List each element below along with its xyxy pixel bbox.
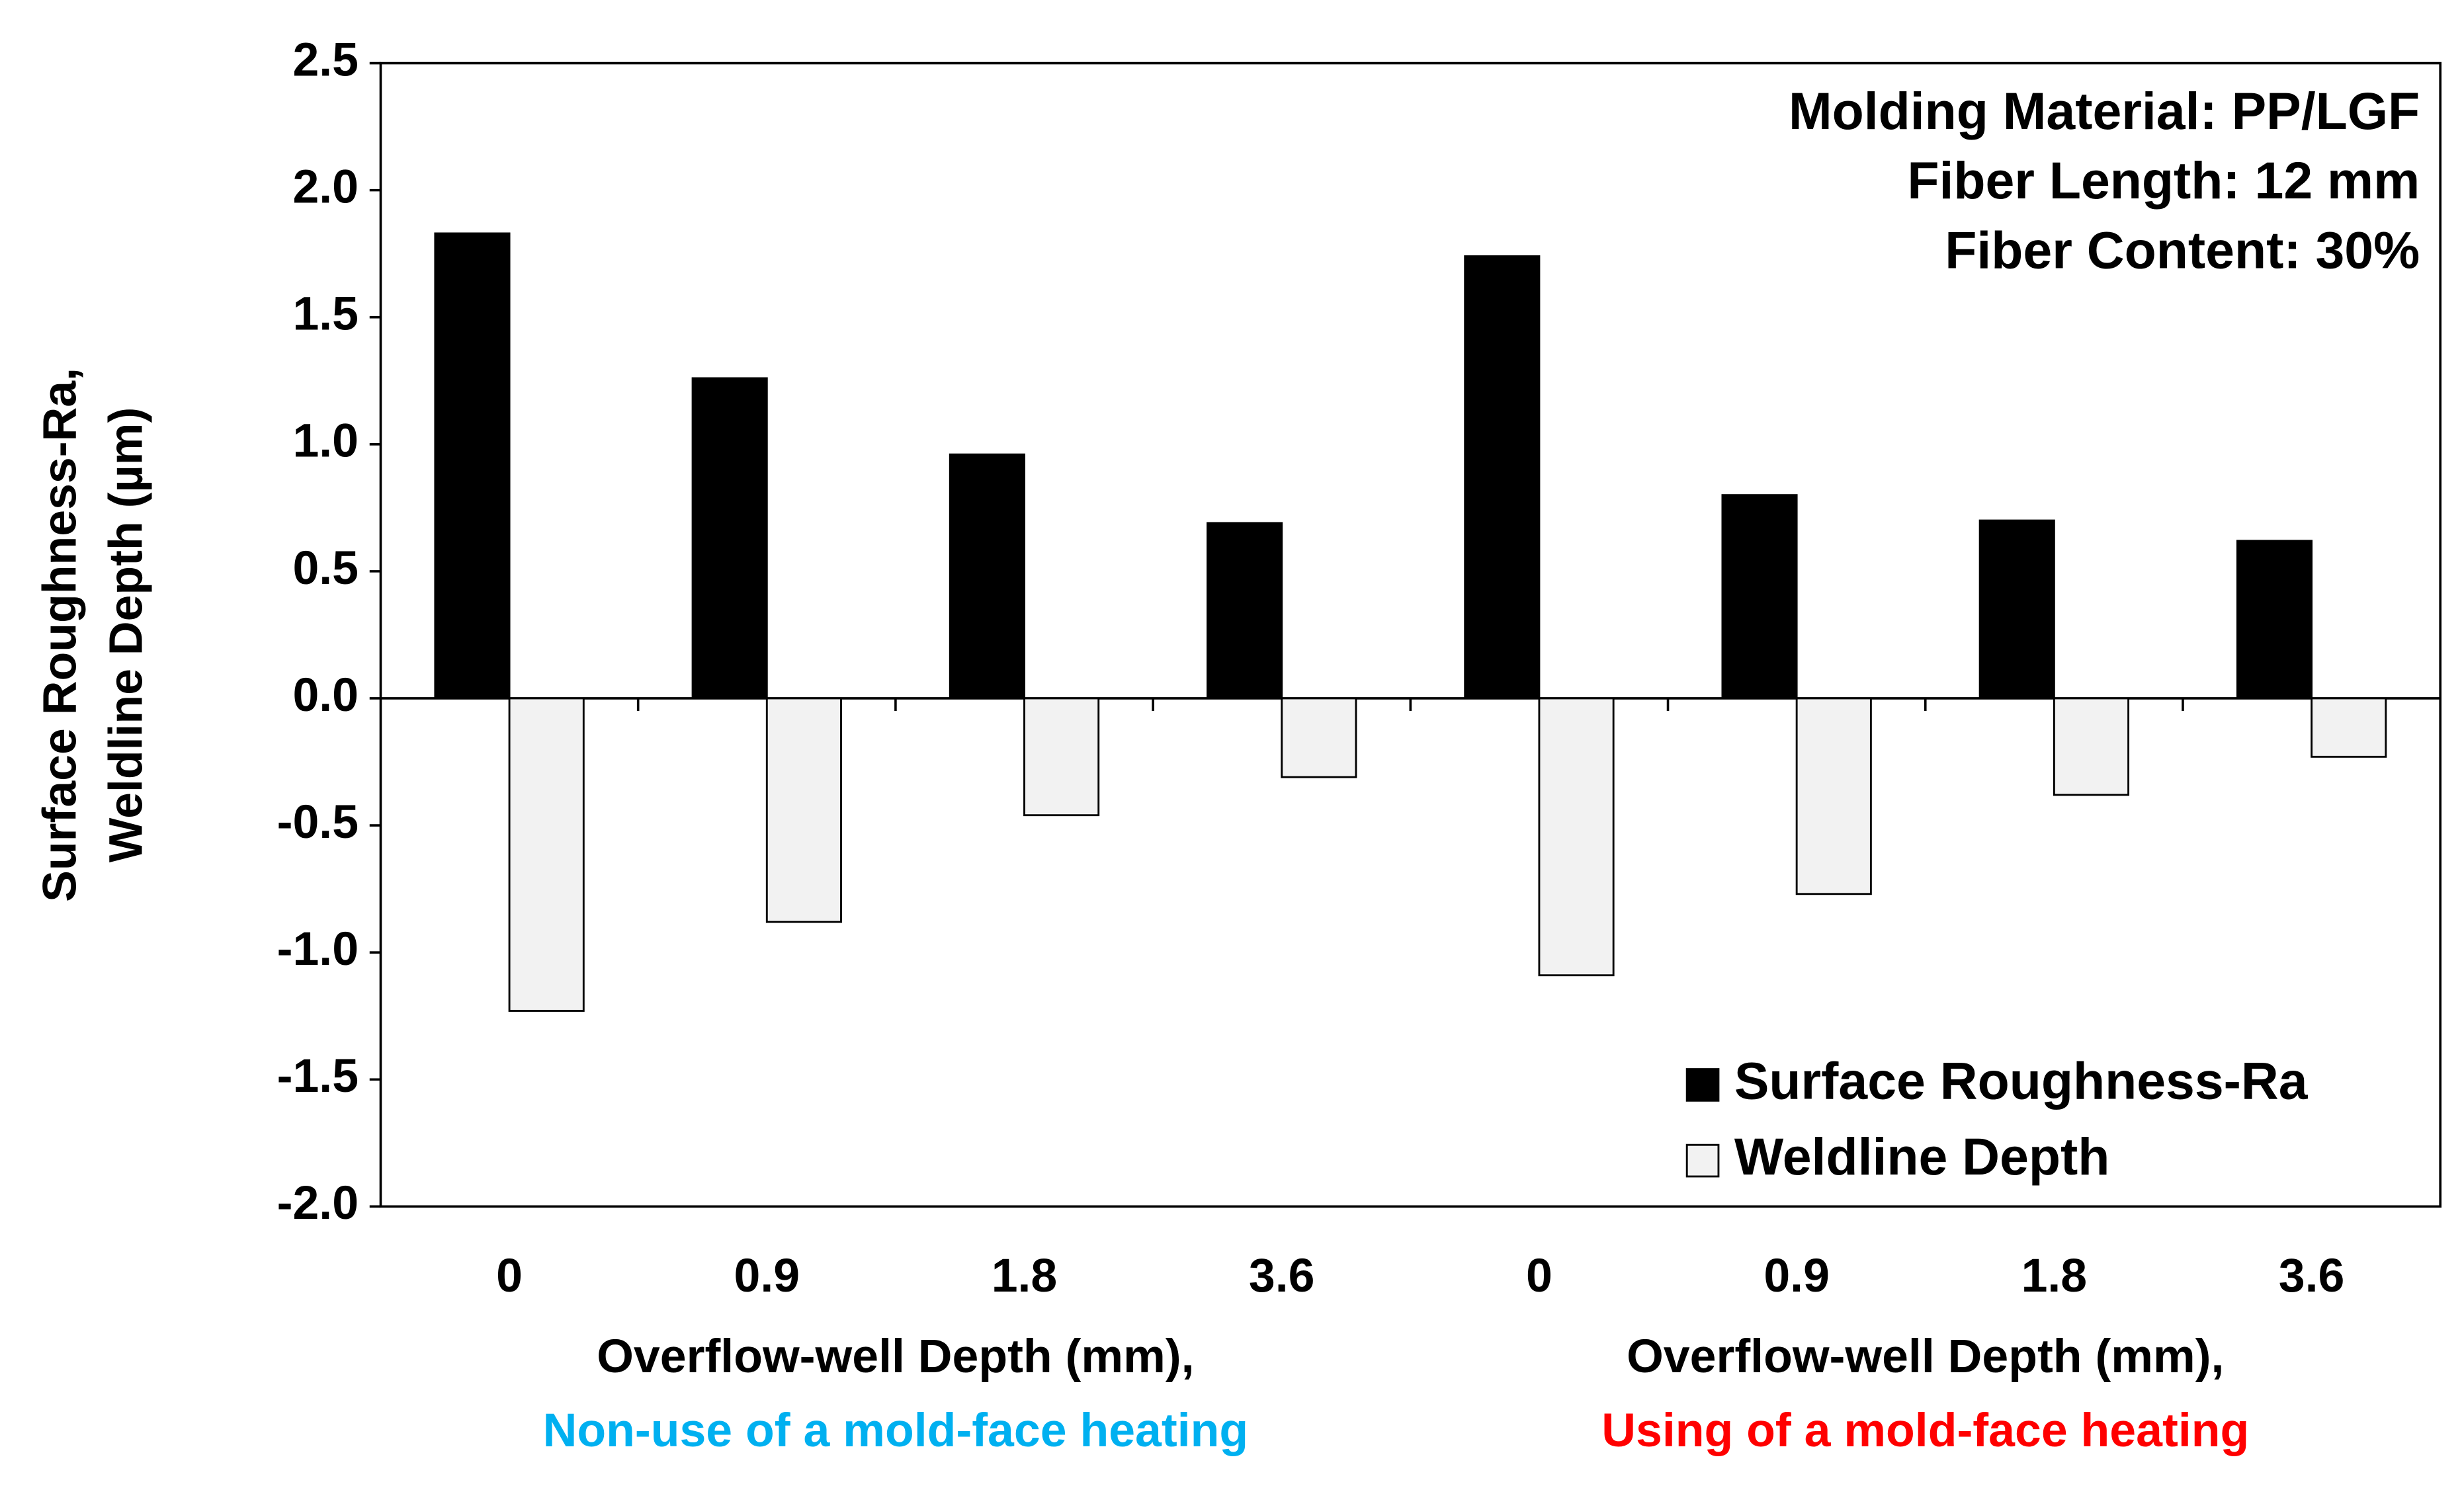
bar: [949, 453, 1025, 700]
y-axis-title: Weldline Depth (µm): [100, 407, 153, 863]
plot-frame: [379, 62, 2442, 1208]
y-tick-label: -1.0: [277, 923, 359, 975]
x-axis-title: Overflow-well Depth (mm),: [597, 1330, 1194, 1383]
bar: [2053, 697, 2130, 796]
bar: [1538, 697, 1615, 977]
bar: [691, 377, 768, 700]
y-tick-label: 2.0: [292, 161, 359, 214]
x-tick-label: 1.8: [992, 1249, 1058, 1302]
x-axis-title: Overflow-well Depth (mm),: [1627, 1330, 2224, 1383]
bar: [2311, 697, 2387, 758]
bar: [1978, 519, 2055, 700]
legend-label: Weldline Depth: [1734, 1128, 2110, 1186]
bar: [508, 697, 585, 1012]
x-tick-label: 0: [496, 1249, 523, 1302]
y-tick-label: 2.5: [292, 33, 359, 86]
y-tick-label: 0.5: [292, 542, 359, 595]
bar: [1721, 494, 1798, 700]
bar: [1023, 697, 1100, 817]
bar: [2236, 540, 2313, 700]
x-tick-label: 0: [1526, 1249, 1552, 1302]
annotation: Fiber Content: 30%: [1945, 221, 2420, 279]
y-axis-title: Surface Roughness-Ra,: [33, 368, 86, 902]
x-tick-label: 3.6: [1249, 1249, 1315, 1302]
x-axis-title: Using of a mold-face heating: [1601, 1404, 2249, 1457]
bar: [434, 232, 511, 700]
y-tick-label: 1.0: [292, 415, 359, 468]
x-tick-label: 1.8: [2021, 1249, 2088, 1302]
x-tick-label: 3.6: [2279, 1249, 2345, 1302]
bar: [765, 697, 842, 923]
legend-swatch: [1685, 1068, 1720, 1102]
annotation: Molding Material: PP/LGF: [1789, 82, 2420, 140]
bar: [1207, 522, 1283, 700]
y-tick-label: 0.0: [292, 669, 359, 722]
y-tick-label: -0.5: [277, 796, 359, 848]
y-tick-label: -2.0: [277, 1176, 359, 1229]
legend-label: Surface Roughness-Ra: [1734, 1052, 2309, 1110]
x-tick-label: 0.9: [1763, 1249, 1830, 1302]
x-axis-title: Non-use of a mold-face heating: [543, 1404, 1249, 1457]
bar: [1464, 255, 1541, 700]
y-tick-label: 1.5: [292, 288, 359, 341]
x-tick-label: 0.9: [734, 1249, 800, 1302]
bar: [1281, 697, 1357, 778]
bar: [1795, 697, 1872, 895]
legend-swatch: [1685, 1143, 1720, 1178]
annotation: Fiber Length: 12 mm: [1907, 151, 2420, 210]
y-tick-label: -1.5: [277, 1050, 359, 1102]
